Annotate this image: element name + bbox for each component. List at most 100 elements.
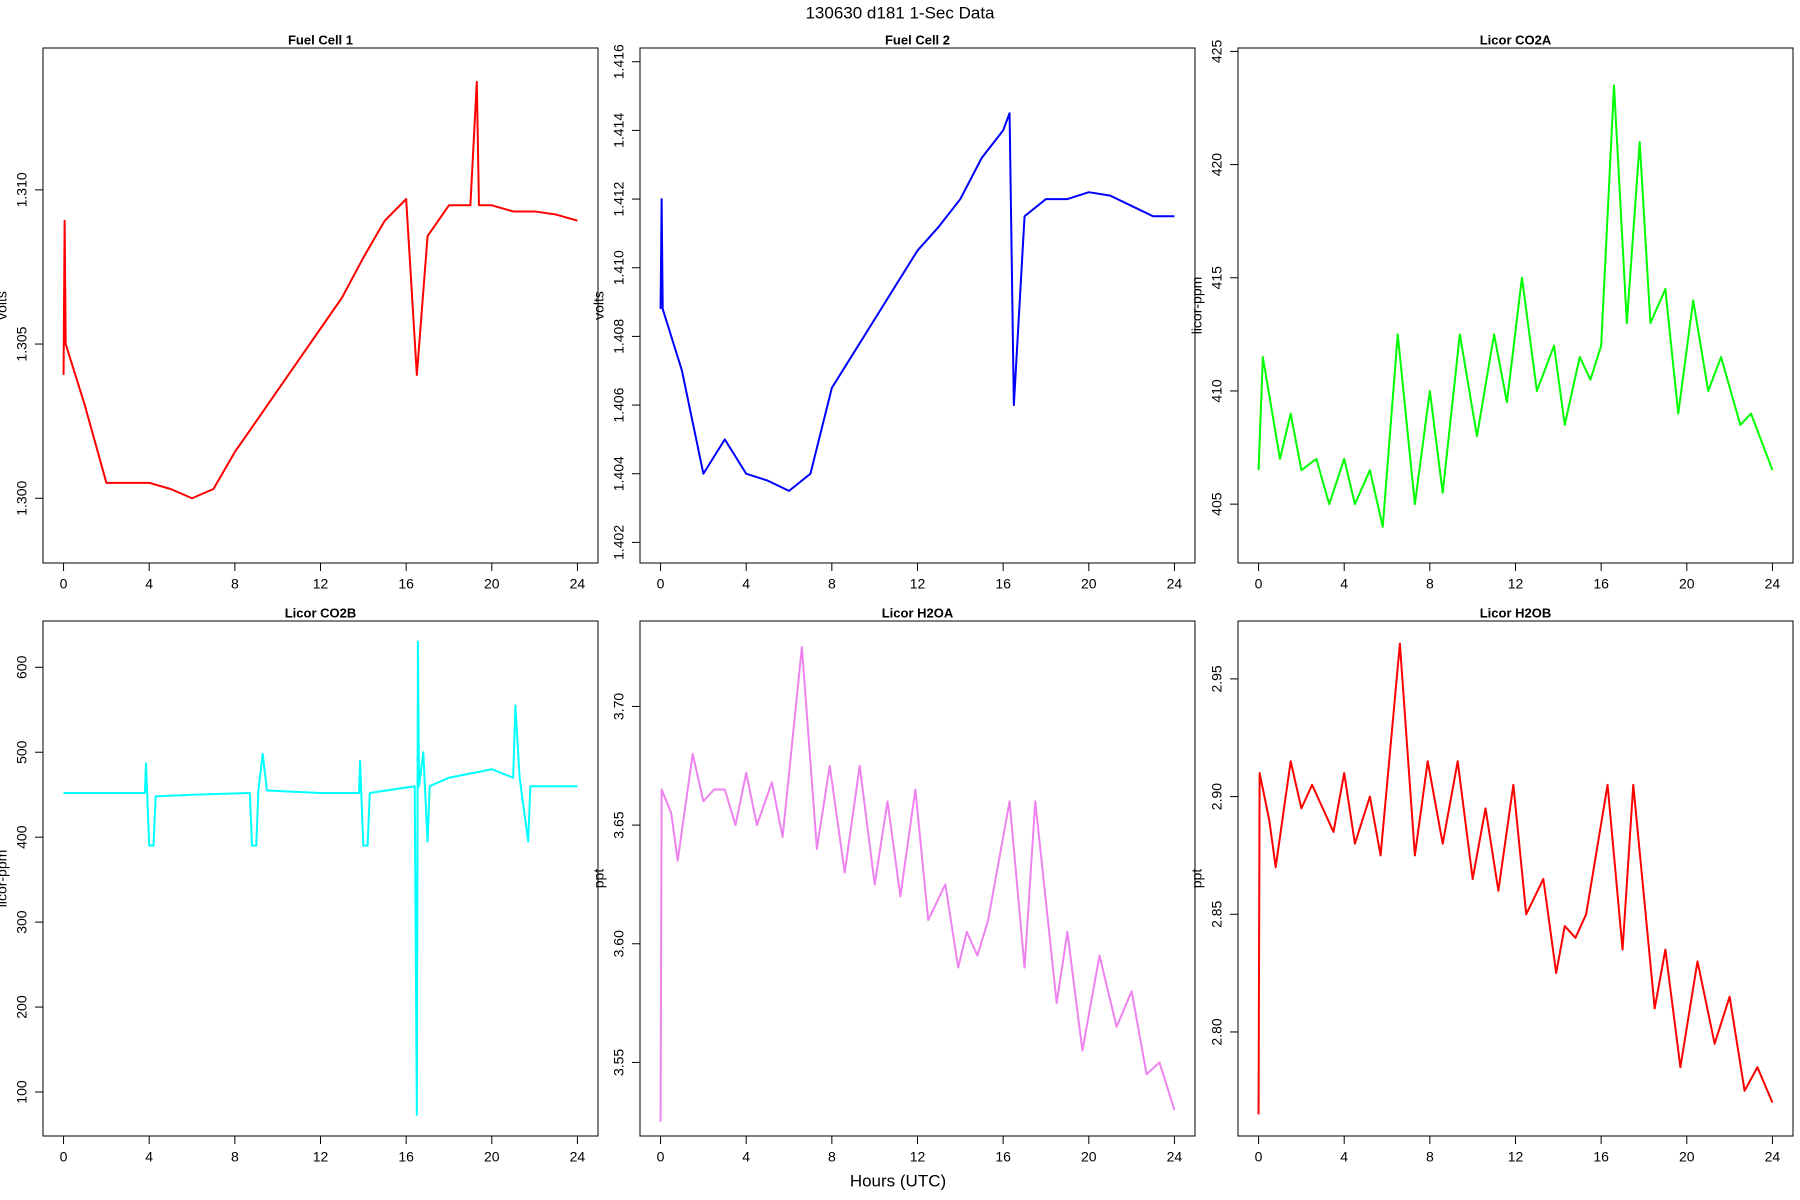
data-line [659,112,1175,492]
y-tick-label: 1.408 [611,319,627,354]
x-tick-label: 16 [398,576,414,592]
plot-frame [639,620,1196,1137]
y-tick-label: 500 [14,740,30,764]
y-tick-label: 1.410 [611,250,627,285]
x-tick-label: 16 [995,576,1011,592]
y-tick-label: 3.65 [611,811,627,838]
x-tick-label: 12 [1508,576,1524,592]
x-tick-label: 4 [1340,576,1348,592]
y-tick-label: 2.85 [1209,900,1225,927]
x-tick-label: 0 [657,1149,665,1165]
x-tick-label: 24 [1167,576,1183,592]
y-tick-label: 300 [14,910,30,934]
y-tick-label: 1.404 [611,456,627,491]
plot-frame [42,620,599,1137]
x-tick-label: 8 [1426,1149,1434,1165]
x-tick-label: 12 [910,576,926,592]
x-tick-label: 12 [313,576,329,592]
x-tick-label: 12 [910,1149,926,1165]
x-tick-label: 4 [742,576,750,592]
y-axis-label: volts [0,291,10,320]
x-axis-label: Hours (UTC) [850,1171,946,1190]
y-tick-label: 1.305 [14,326,30,361]
x-tick-label: 8 [828,1149,836,1165]
panel-title: Fuel Cell 2 [885,32,950,47]
y-tick-label: 1.412 [611,181,627,216]
x-tick-label: 0 [1255,576,1263,592]
x-tick-label: 4 [742,1149,750,1165]
x-tick-label: 20 [484,576,500,592]
x-tick-label: 16 [1593,1149,1609,1165]
y-tick-label: 200 [14,995,30,1019]
x-tick-label: 24 [570,1149,586,1165]
y-tick-label: 420 [1209,153,1225,177]
x-tick-label: 12 [313,1149,329,1165]
x-tick-label: 24 [1765,1149,1781,1165]
y-tick-label: 405 [1209,492,1225,516]
panel-title: Licor H2OB [1480,605,1552,620]
data-line [62,80,578,500]
y-tick-label: 2.95 [1209,665,1225,692]
x-tick-label: 16 [1593,576,1609,592]
y-tick-label: 1.310 [14,172,30,207]
x-tick-label: 0 [1255,1149,1263,1165]
y-axis-label: ppt [1189,869,1205,889]
x-tick-label: 8 [231,576,239,592]
x-tick-label: 20 [484,1149,500,1165]
x-tick-label: 24 [570,576,586,592]
y-tick-label: 3.55 [611,1049,627,1076]
data-line [63,640,578,1116]
data-line [1257,642,1774,1115]
y-tick-label: 1.300 [14,481,30,516]
x-tick-label: 8 [231,1149,239,1165]
y-tick-label: 3.60 [611,930,627,957]
y-tick-label: 400 [14,825,30,849]
y-axis-label: ppt [591,869,607,889]
x-tick-label: 20 [1081,1149,1097,1165]
y-axis-label: licor-ppm [0,850,10,908]
x-tick-label: 4 [145,1149,153,1165]
x-tick-label: 20 [1081,576,1097,592]
y-tick-label: 1.416 [611,44,627,79]
x-tick-label: 0 [60,576,68,592]
x-tick-label: 24 [1765,576,1781,592]
x-tick-label: 4 [1340,1149,1348,1165]
y-tick-label: 2.90 [1209,783,1225,810]
data-line [659,646,1176,1122]
x-tick-label: 8 [1426,576,1434,592]
y-tick-label: 3.70 [611,693,627,720]
figure-title: 130630 d181 1-Sec Data [805,3,995,22]
x-tick-label: 12 [1508,1149,1524,1165]
data-line [1257,84,1774,528]
y-tick-label: 415 [1209,266,1225,290]
x-tick-label: 4 [145,576,153,592]
y-tick-label: 1.402 [611,525,627,560]
plot-frame [1237,620,1794,1137]
panel-title: Licor CO2A [1480,32,1552,47]
y-axis-label: licor-ppm [1189,277,1205,335]
x-tick-label: 0 [60,1149,68,1165]
x-tick-label: 16 [995,1149,1011,1165]
y-tick-label: 1.414 [611,113,627,148]
y-tick-label: 410 [1209,379,1225,403]
plot-frame [639,47,1196,564]
y-tick-label: 1.406 [611,387,627,422]
x-tick-label: 20 [1679,576,1695,592]
y-tick-label: 600 [14,655,30,679]
x-tick-label: 0 [657,576,665,592]
panel-title: Fuel Cell 1 [288,32,353,47]
y-axis-label: volts [591,291,607,320]
x-tick-label: 16 [398,1149,414,1165]
y-tick-label: 2.80 [1209,1018,1225,1045]
panel-title: Licor H2OA [882,605,954,620]
panel-title: Licor CO2B [285,605,357,620]
x-tick-label: 8 [828,576,836,592]
plot-frame [1237,47,1794,564]
plot-frame [42,47,599,564]
x-tick-label: 24 [1167,1149,1183,1165]
y-tick-label: 425 [1209,40,1225,64]
y-tick-label: 100 [14,1080,30,1104]
x-tick-label: 20 [1679,1149,1695,1165]
